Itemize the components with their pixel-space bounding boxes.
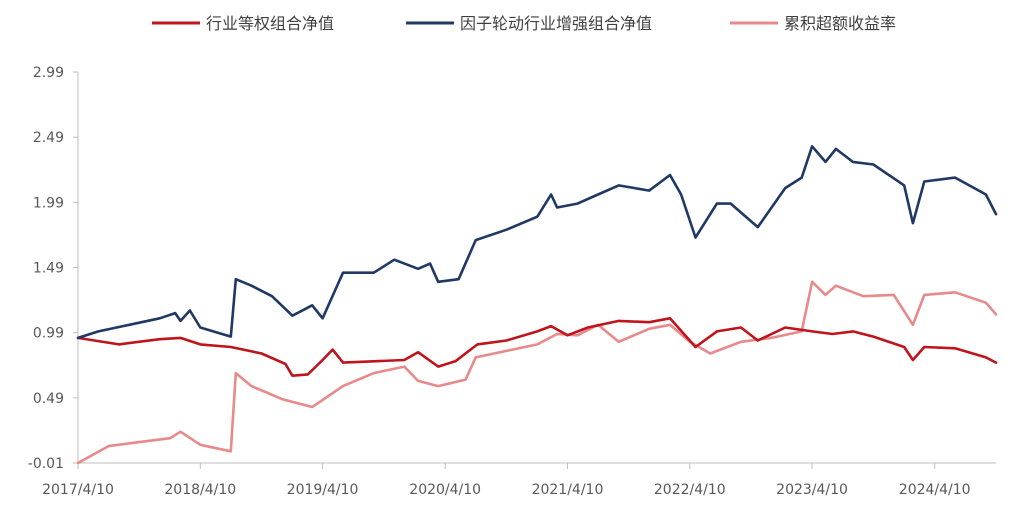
series-line-2	[76, 145, 998, 340]
y-tick-label: 0.99	[33, 326, 64, 342]
x-tick-label: 2022/4/10	[654, 482, 726, 498]
legend-label-3: 累积超额收益率	[784, 14, 896, 33]
y-tick-label: 2.49	[33, 130, 64, 146]
x-tick-label: 2021/4/10	[532, 482, 604, 498]
axes	[77, 72, 996, 464]
x-tick-label: 2024/4/10	[899, 482, 971, 498]
legend-label-1: 行业等权组合净值	[206, 14, 334, 33]
x-tick-label: 2018/4/10	[164, 482, 236, 498]
y-ticks: 2.99 2.49 1.99 1.49 0.99 0.49 -0.01	[28, 65, 78, 472]
series-line-1	[76, 316, 998, 378]
y-tick-label: 1.99	[33, 195, 64, 211]
x-ticks: 2017/4/10 2018/4/10 2019/4/10 2020/4/10 2021…	[42, 463, 971, 498]
y-tick-label: 0.49	[33, 391, 64, 407]
x-tick-label: 2019/4/10	[287, 482, 359, 498]
series-layer	[76, 145, 998, 465]
series-line-3	[76, 280, 998, 465]
x-tick-label: 2023/4/10	[776, 482, 848, 498]
x-tick-label: 2020/4/10	[409, 482, 481, 498]
legend-label-2: 因子轮动行业增强组合净值	[460, 14, 652, 33]
y-tick-label: 2.99	[33, 65, 64, 81]
y-tick-label: 1.49	[33, 261, 64, 277]
x-tick-label: 2017/4/10	[42, 482, 114, 498]
legend: 行业等权组合净值 因子轮动行业增强组合净值 累积超额收益率	[152, 14, 896, 33]
y-tick-label: -0.01	[28, 456, 64, 472]
